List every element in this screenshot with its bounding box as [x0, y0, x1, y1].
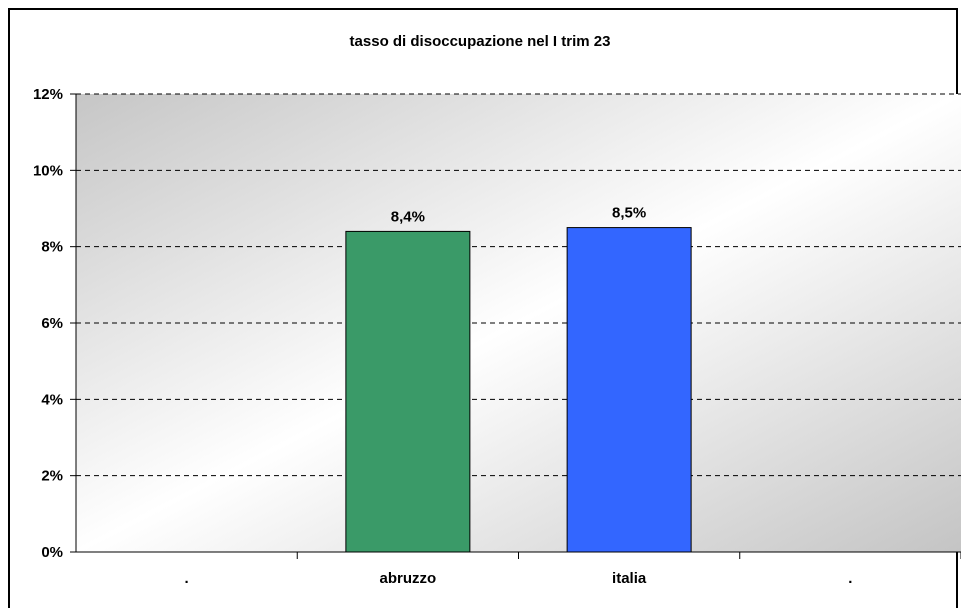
data-label: 8,4% [391, 208, 425, 225]
category-label: . [848, 570, 852, 587]
bar-italia [566, 227, 692, 553]
y-tick-label: 10% [33, 162, 63, 179]
y-tick-label: 4% [41, 391, 63, 408]
bar-abruzzo [345, 230, 471, 553]
y-tick-label: 6% [41, 315, 63, 332]
y-tick-label: 8% [41, 239, 63, 256]
bars [345, 227, 692, 553]
axes [70, 93, 961, 559]
y-tick-label: 0% [41, 544, 63, 561]
category-label: . [185, 570, 189, 587]
category-label: abruzzo [380, 570, 437, 587]
data-label: 8,5% [612, 205, 646, 222]
category-label: italia [612, 570, 647, 587]
chart-title: tasso di disoccupazione nel I trim 23 [350, 33, 611, 50]
y-tick-label: 2% [41, 468, 63, 485]
y-tick-label: 12% [33, 86, 63, 103]
labels: 0% 2% 4% 6% 8% 10% 12%. 8,4% abruzzo 8,5% italia. [33, 86, 852, 587]
gridlines [76, 93, 961, 477]
